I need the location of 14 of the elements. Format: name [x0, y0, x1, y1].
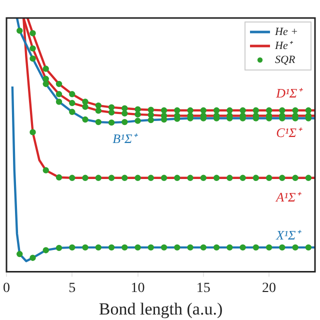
annotation: X¹Σ⁺ [275, 228, 302, 243]
annotation: A¹Σ⁺ [275, 190, 302, 205]
legend-label: He + [274, 26, 298, 38]
x-tick-label: 5 [68, 280, 76, 296]
annotation: B¹Σ⁺ [112, 131, 138, 146]
x-tick-label: 15 [196, 280, 210, 296]
x-tick-label: 20 [262, 280, 276, 296]
x-axis-title: Bond length (a.u.) [98, 299, 223, 318]
annotation: D¹Σ⁺ [275, 86, 304, 101]
annotation: C¹Σ⁺ [276, 124, 302, 140]
legend-label: He⁺ [274, 40, 294, 52]
legend-label: SQR [275, 54, 296, 66]
x-tick-label: 10 [130, 280, 145, 296]
x-tick-label: 0 [3, 280, 10, 296]
